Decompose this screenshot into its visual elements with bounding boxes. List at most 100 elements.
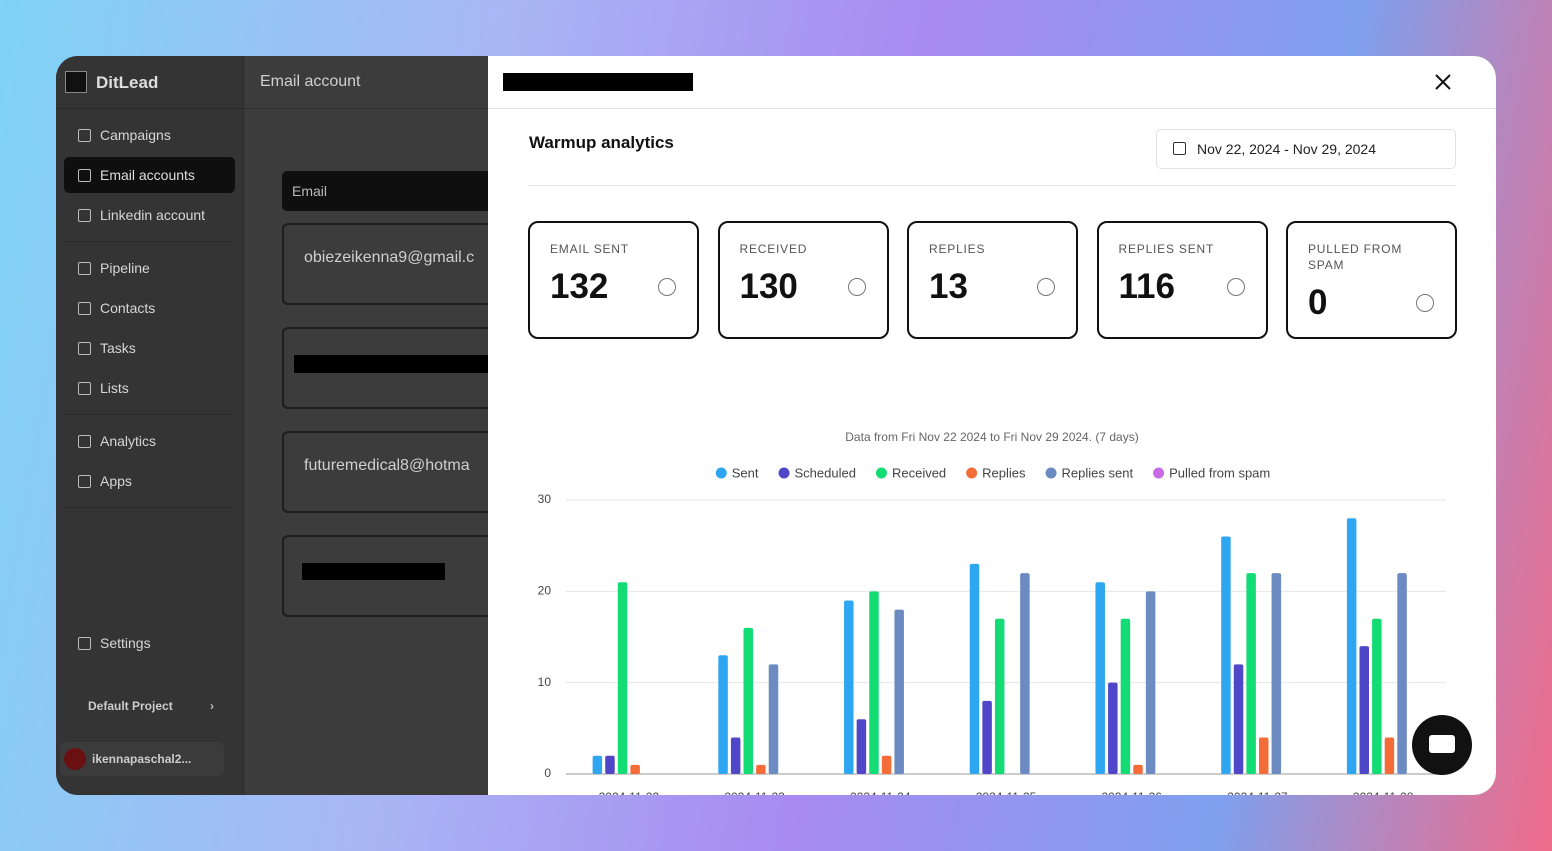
settings-link[interactable]: Settings	[64, 625, 235, 661]
bar	[1271, 573, 1282, 774]
redacted	[294, 355, 494, 373]
legend-label: Scheduled	[795, 465, 856, 480]
y-tick-label: 0	[544, 766, 551, 780]
bar	[730, 737, 741, 774]
stat-value: 116	[1118, 267, 1175, 306]
chart: Data from Fri Nov 22 2024 to Fri Nov 29 …	[538, 430, 1446, 795]
bar	[1233, 664, 1244, 774]
bar	[756, 764, 766, 774]
nav-item[interactable]: Pipeline	[64, 250, 235, 286]
legend-label: Sent	[732, 465, 759, 480]
nav-item[interactable]: Email accounts	[64, 157, 235, 193]
bar	[894, 609, 904, 774]
info-icon	[1226, 278, 1245, 296]
date-range: Nov 22, 2024 - Nov 29, 2024	[1197, 141, 1377, 157]
label: Email accounts	[100, 167, 195, 183]
divider	[64, 507, 235, 508]
project-switcher[interactable]: Default Project ›	[88, 699, 214, 713]
legend-label: Replies sent	[1062, 465, 1134, 480]
legend-dot	[1045, 467, 1057, 479]
nav-item[interactable]: Linkedin account	[64, 197, 235, 233]
icon	[78, 262, 91, 275]
avatar	[64, 748, 86, 770]
stat-label: REPLIES	[929, 242, 986, 256]
icon	[78, 435, 91, 448]
bar	[1258, 737, 1269, 774]
nav-item[interactable]: Lists	[64, 370, 235, 406]
nav-item[interactable]: Analytics	[64, 423, 235, 459]
legend-label: Pulled from spam	[1169, 465, 1270, 480]
x-tick-label: 2024-11-22	[599, 790, 660, 795]
user-menu[interactable]: ikennapaschal2...	[60, 742, 224, 776]
bar	[1145, 591, 1156, 774]
bar	[1020, 573, 1030, 774]
stat-value: 0	[1308, 283, 1328, 322]
stat-value: 132	[550, 267, 609, 306]
label: Settings	[100, 635, 151, 651]
bar	[856, 719, 867, 774]
modal: Warmup analytics Nov 22, 2024 - Nov 29, …	[488, 56, 1496, 795]
stat-label: RECEIVED	[739, 242, 808, 256]
divider	[64, 414, 235, 415]
info-icon	[847, 278, 866, 296]
stat-card: REPLIES 13	[907, 221, 1078, 339]
bar	[881, 755, 892, 774]
nav-item[interactable]: Tasks	[64, 330, 235, 366]
legend-label: Received	[892, 465, 946, 480]
legend-dot	[1153, 467, 1165, 479]
icon	[78, 209, 91, 222]
stat-card: RECEIVED 130	[717, 221, 889, 339]
stat-label: PULLED FROM SPAM	[1308, 242, 1403, 272]
main-header	[244, 56, 544, 109]
chat-button[interactable]	[1412, 715, 1472, 775]
bar	[1120, 618, 1131, 774]
label: Apps	[100, 473, 132, 489]
stat-value: 13	[929, 267, 968, 306]
stat-card: REPLIES SENT 116	[1096, 221, 1268, 339]
label: Tasks	[100, 340, 136, 356]
nav-item[interactable]: Campaigns	[64, 117, 235, 153]
heading: Warmup analytics	[529, 133, 674, 152]
label: Contacts	[100, 300, 156, 316]
bar	[1133, 764, 1143, 774]
date-picker[interactable]: Nov 22, 2024 - Nov 29, 2024	[1156, 129, 1456, 169]
y-tick-label: 10	[538, 675, 552, 689]
bar	[1384, 737, 1395, 774]
icon	[78, 129, 91, 142]
calendar-icon	[1173, 142, 1186, 155]
label: Linkedin account	[100, 207, 206, 223]
bar	[1221, 536, 1231, 774]
icon	[78, 342, 91, 355]
bar	[1346, 518, 1357, 774]
bar	[718, 655, 728, 774]
stat-label: EMAIL SENT	[550, 242, 629, 256]
page-title: Email account	[260, 73, 361, 90]
bar	[994, 618, 1005, 774]
icon	[78, 302, 91, 315]
x-tick-label: 2024-11-23	[724, 790, 785, 795]
bar	[592, 755, 603, 774]
logo	[65, 71, 87, 93]
icon	[78, 475, 91, 488]
legend-dot	[966, 467, 978, 479]
divider	[488, 108, 1496, 109]
close-button[interactable]	[1435, 74, 1451, 90]
user-name: ikennapaschal2...	[92, 752, 192, 766]
info-icon	[1037, 278, 1055, 296]
bar	[1372, 618, 1382, 774]
bar	[1108, 682, 1118, 774]
nav-item[interactable]: Contacts	[64, 290, 235, 326]
y-tick-label: 30	[538, 492, 552, 506]
icon	[78, 637, 91, 650]
email: futuremedical8@hotma	[304, 457, 470, 474]
redacted	[302, 563, 445, 580]
redacted-title	[503, 73, 693, 91]
bar	[1246, 573, 1256, 774]
bar	[768, 664, 779, 774]
sidebar: DitLead Settings Default Project › ikenna…	[56, 56, 244, 795]
bar	[743, 627, 754, 774]
label: Lists	[100, 380, 129, 396]
nav-item[interactable]: Apps	[64, 463, 235, 499]
stat-label: REPLIES SENT	[1118, 242, 1215, 256]
